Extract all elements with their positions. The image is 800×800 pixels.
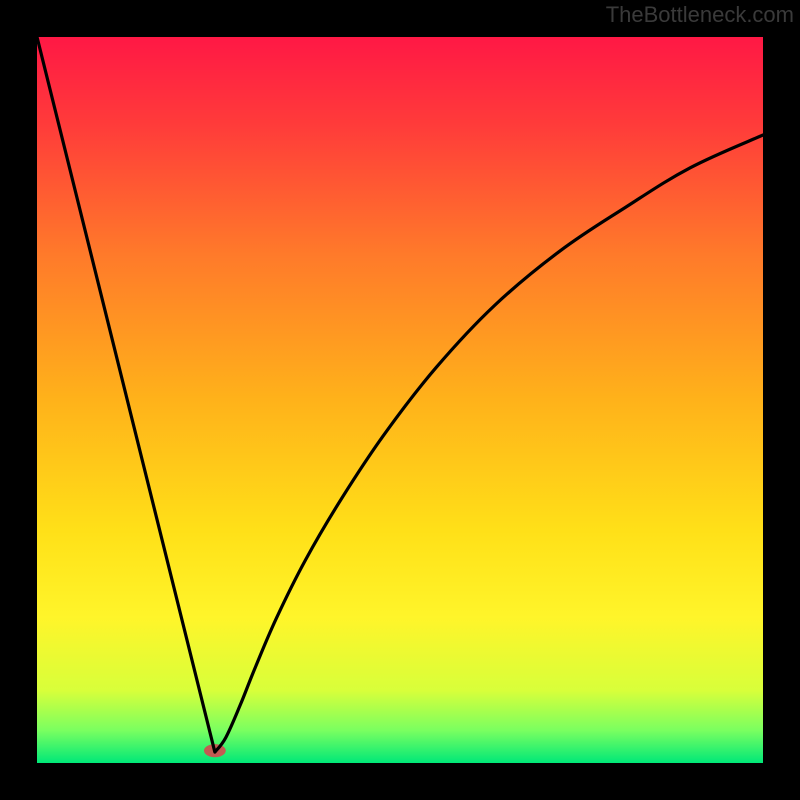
bottleneck-curve [37,37,763,752]
plot-area [37,37,763,763]
watermark-text: TheBottleneck.com [606,2,794,28]
curve-layer [37,37,763,763]
